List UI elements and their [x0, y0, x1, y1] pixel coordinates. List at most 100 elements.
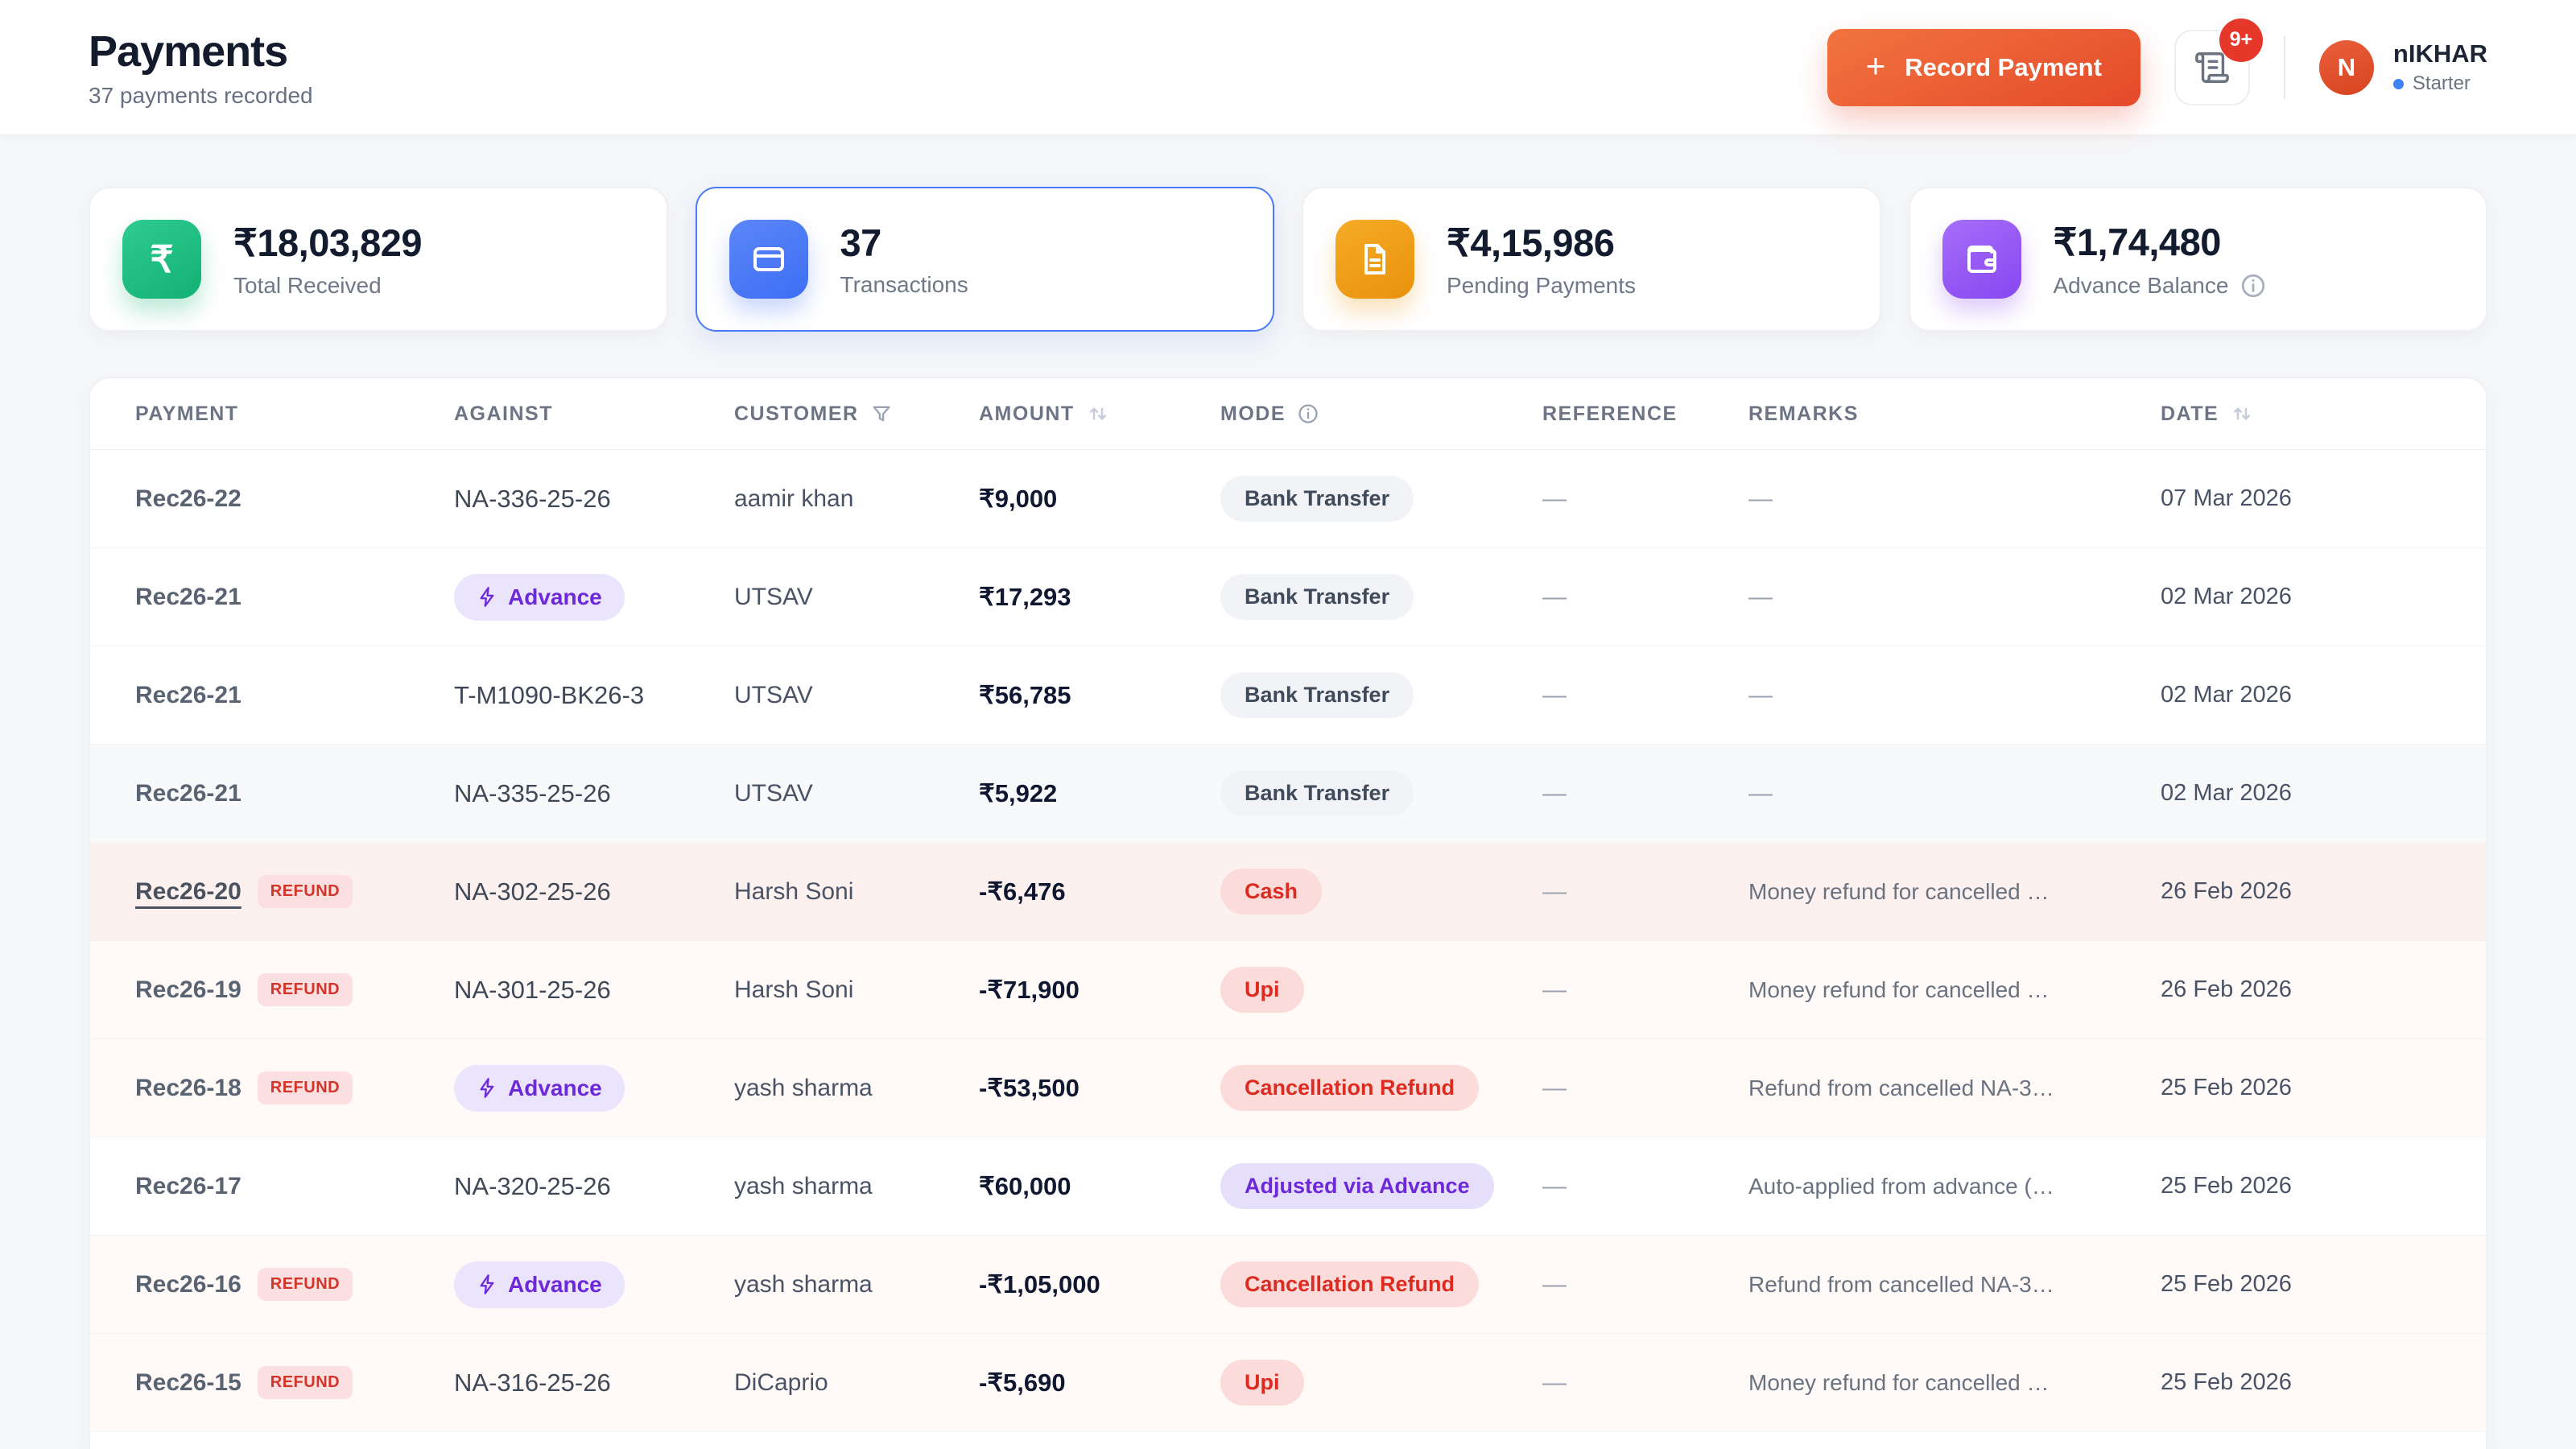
- column-label: REFERENCE: [1542, 402, 1678, 425]
- table-row[interactable]: Rec26-19 REFUND NA-301-25-26 Harsh Soni -₹71…: [90, 941, 2486, 1039]
- stat-card-advance-balance[interactable]: ₹1,74,480 Advance Balance: [1908, 187, 2487, 332]
- reference-cell: —: [1542, 485, 1567, 512]
- customer-cell: aamir khan: [734, 485, 854, 512]
- column-header-remarks: REMARKS: [1748, 402, 2161, 426]
- page-title: Payments: [89, 27, 288, 76]
- advance-pill: Advance: [454, 573, 625, 621]
- reference-cell: —: [1542, 1270, 1567, 1298]
- table-body: Rec26-22 NA-336-25-26 aamir khan ₹9,000 Bank…: [90, 450, 2486, 1449]
- stat-card-transactions[interactable]: 37 Transactions: [695, 187, 1274, 332]
- against-cell: NA-301-25-26: [454, 976, 611, 1005]
- payment-id-link[interactable]: Rec26-21: [135, 583, 242, 610]
- avatar: N: [2318, 39, 2374, 95]
- against-cell: NA-336-25-26: [454, 485, 611, 514]
- column-header-amount[interactable]: AMOUNT: [979, 402, 1220, 426]
- table-row[interactable]: Rec26-22 NA-336-25-26 aamir khan ₹9,000 Bank…: [90, 450, 2486, 548]
- against-reference: NA-320-25-26: [454, 1171, 611, 1200]
- payments-table: PAYMENT AGAINST CUSTOMER AMOUNT MODE REFERENC…: [89, 377, 2487, 1449]
- column-header-customer[interactable]: CUSTOMER: [734, 402, 979, 426]
- table-row[interactable]: Rec26-17 NA-320-25-26 yash sharma ₹60,000 Ad…: [90, 1137, 2486, 1236]
- refund-badge: REFUND: [257, 875, 353, 908]
- table-row-partial: [90, 1432, 2486, 1449]
- reference-cell: —: [1542, 779, 1567, 807]
- payment-id-link[interactable]: Rec26-15: [135, 1368, 242, 1396]
- column-label: MODE: [1220, 402, 1286, 425]
- user-menu[interactable]: N nIKHAR Starter: [2318, 39, 2487, 95]
- mode-pill: Bank Transfer: [1220, 574, 1414, 620]
- table-row[interactable]: Rec26-21 NA-335-25-26 UTSAV ₹5,922 Bank Tran…: [90, 745, 2486, 843]
- column-label: PAYMENT: [135, 402, 239, 425]
- info-icon[interactable]: [2240, 272, 2267, 299]
- refund-badge: REFUND: [257, 1268, 353, 1301]
- amount-cell: ₹60,000: [979, 1171, 1071, 1200]
- stat-value: ₹18,03,829: [233, 221, 423, 264]
- table-row[interactable]: Rec26-21 Advance UTSAV ₹17,293 Bank Transfer…: [90, 548, 2486, 646]
- table-row[interactable]: Rec26-21 T-M1090-BK26-3 UTSAV ₹56,785 Bank T…: [90, 646, 2486, 745]
- against-reference: NA-336-25-26: [454, 484, 611, 513]
- column-header-mode: MODE: [1220, 402, 1542, 426]
- against-reference: NA-302-25-26: [454, 877, 611, 906]
- table-row[interactable]: Rec26-20 REFUND NA-302-25-26 Harsh Soni -₹6,…: [90, 843, 2486, 941]
- payment-id-link[interactable]: Rec26-20: [135, 877, 242, 905]
- sort-icon[interactable]: [1086, 402, 1110, 426]
- table-row[interactable]: Rec26-18 REFUND Advance yash sharma -₹53,500…: [90, 1039, 2486, 1137]
- against-cell: Advance: [454, 1064, 625, 1112]
- column-header-against: AGAINST: [454, 402, 734, 426]
- amount-cell: ₹9,000: [979, 484, 1058, 513]
- receipt-icon: [2194, 52, 2229, 83]
- wallet-icon: [1942, 220, 2021, 299]
- date-cell: 25 Feb 2026: [2161, 1075, 2292, 1100]
- filter-icon[interactable]: [870, 402, 893, 425]
- column-label: AMOUNT: [979, 402, 1075, 425]
- against-reference: T-M1090-BK26-3: [454, 680, 645, 709]
- payment-cell: Rec26-20 REFUND: [135, 875, 454, 908]
- customer-cell: Harsh Soni: [734, 877, 854, 905]
- payment-id-link[interactable]: Rec26-22: [135, 485, 242, 512]
- table-row[interactable]: Rec26-16 REFUND Advance yash sharma -₹1,05,0…: [90, 1236, 2486, 1334]
- rupee-icon: ₹: [122, 220, 201, 299]
- plan-dot-icon: [2392, 78, 2404, 89]
- stat-label: Transactions: [840, 272, 968, 297]
- payment-id-link[interactable]: Rec26-19: [135, 976, 242, 1003]
- record-payment-label: Record Payment: [1905, 52, 2102, 81]
- payment-id-link[interactable]: Rec26-16: [135, 1270, 242, 1298]
- mode-cell: Bank Transfer: [1220, 574, 1542, 620]
- against-reference: NA-316-25-26: [454, 1368, 611, 1397]
- remarks-cell: Money refund for cancelled …: [1748, 878, 2050, 904]
- against-reference: NA-335-25-26: [454, 778, 611, 807]
- payment-cell: Rec26-21: [135, 780, 454, 807]
- payment-id-link[interactable]: Rec26-17: [135, 1172, 242, 1199]
- mode-pill: Bank Transfer: [1220, 672, 1414, 718]
- mode-pill: Cancellation Refund: [1220, 1065, 1480, 1111]
- plus-icon: +: [1865, 46, 1886, 85]
- mode-cell: Cash: [1220, 869, 1542, 914]
- stat-label: Pending Payments: [1447, 272, 1637, 298]
- payment-cell: Rec26-16 REFUND: [135, 1268, 454, 1301]
- stat-card-pending-payments[interactable]: ₹4,15,986 Pending Payments: [1302, 187, 1881, 332]
- date-cell: 25 Feb 2026: [2161, 1173, 2292, 1199]
- customer-cell: yash sharma: [734, 1074, 873, 1101]
- stat-card-total-received[interactable]: ₹ ₹18,03,829 Total Received: [89, 187, 668, 332]
- remarks-cell: —: [1748, 779, 1773, 807]
- payment-id-link[interactable]: Rec26-21: [135, 779, 242, 807]
- bolt-icon: [477, 586, 498, 608]
- mode-cell: Upi: [1220, 1360, 1542, 1406]
- activity-log-button[interactable]: 9+: [2174, 18, 2263, 105]
- table-row[interactable]: Rec26-15 REFUND NA-316-25-26 DiCaprio -₹5,69…: [90, 1334, 2486, 1432]
- bolt-icon: [477, 1274, 498, 1295]
- info-icon: [1297, 402, 1319, 425]
- record-payment-button[interactable]: + Record Payment: [1827, 28, 2140, 106]
- user-plan: Starter: [2392, 72, 2487, 95]
- payment-id-link[interactable]: Rec26-18: [135, 1074, 242, 1101]
- customer-cell: UTSAV: [734, 681, 813, 708]
- payment-id-link[interactable]: Rec26-21: [135, 681, 242, 708]
- header-divider: [2283, 35, 2285, 99]
- bolt-icon: [477, 1077, 498, 1099]
- mode-cell: Bank Transfer: [1220, 672, 1542, 718]
- remarks-cell: Refund from cancelled NA-3…: [1748, 1271, 2054, 1297]
- mode-cell: Adjusted via Advance: [1220, 1163, 1542, 1209]
- reference-cell: —: [1542, 681, 1567, 708]
- column-header-date[interactable]: DATE: [2161, 402, 2441, 426]
- sort-icon[interactable]: [2230, 402, 2254, 426]
